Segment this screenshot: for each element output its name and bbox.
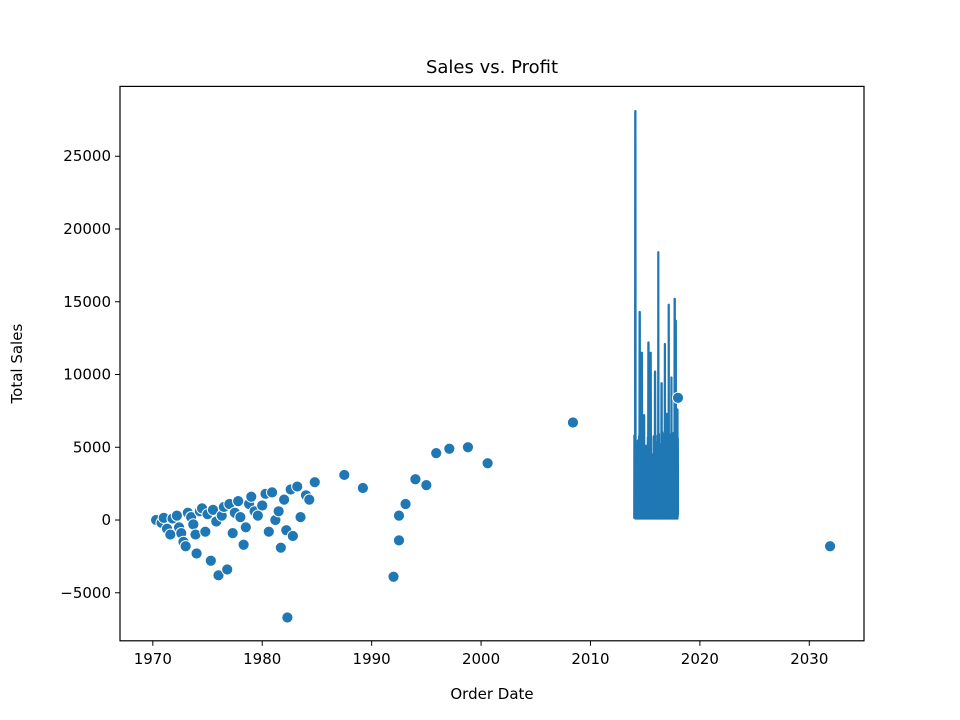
scatter-point <box>237 538 250 551</box>
x-tick-label: 2030 <box>790 650 828 668</box>
scatter-point <box>204 554 217 567</box>
y-tick-label: 25000 <box>63 147 111 165</box>
x-tick-label: 2000 <box>462 650 500 668</box>
scatter-point <box>392 509 406 522</box>
y-tick-label: −5000 <box>60 584 111 602</box>
scatter-point <box>356 481 369 495</box>
scatter-point <box>303 493 316 506</box>
scatter-point <box>245 490 258 503</box>
y-tick-label: 15000 <box>63 293 111 311</box>
chart-title: Sales vs. Profit <box>426 57 558 78</box>
scatter-point <box>461 441 475 454</box>
y-tick-label: 20000 <box>63 220 111 238</box>
scatter-point <box>281 611 294 624</box>
scatter-point <box>823 540 837 553</box>
x-tick-label: 1980 <box>243 650 281 668</box>
scatter-point <box>239 521 252 534</box>
y-tick-label: 5000 <box>73 438 111 456</box>
y-axis-label: Total Sales <box>8 324 26 405</box>
scatter-point <box>294 511 307 524</box>
scatter-point <box>399 497 412 511</box>
x-tick-label: 1990 <box>353 650 391 668</box>
scatter-point <box>278 493 291 506</box>
scatter-point <box>226 527 239 540</box>
scatter-point <box>387 570 400 583</box>
scatter-point <box>234 511 247 524</box>
scatter-point <box>409 473 422 486</box>
scatter-point <box>420 479 433 492</box>
y-tick-label: 0 <box>101 511 111 529</box>
scatter-point <box>262 525 275 538</box>
scatter-point <box>256 499 269 512</box>
x-tick-label: 2020 <box>681 650 719 668</box>
scatter-point <box>232 495 245 508</box>
y-tick-label: 10000 <box>63 366 111 384</box>
x-axis-ticks: 1970 1980 1990 2000 2010 2020 2030 <box>134 640 828 668</box>
scatter-point <box>170 509 183 522</box>
y-axis-ticks: −5000 0 5000 10000 15000 20000 25000 <box>60 147 120 602</box>
scatter-point <box>308 476 321 489</box>
scatter-point <box>566 416 580 429</box>
scatter-point <box>190 547 203 560</box>
scatter-point <box>187 518 200 531</box>
scatter-point <box>291 480 304 493</box>
scatter-point <box>671 391 685 404</box>
scatter-point <box>221 563 234 576</box>
scatter-point <box>274 541 287 554</box>
scatter-point <box>481 457 494 470</box>
sales-line-series <box>633 110 680 520</box>
x-tick-label: 1970 <box>134 650 172 668</box>
scatter-point <box>212 569 225 582</box>
scatter-point <box>272 505 285 518</box>
scatter-point <box>265 486 279 499</box>
x-tick-label: 2010 <box>571 650 609 668</box>
scatter-point <box>286 529 299 543</box>
scatter-point <box>199 525 212 538</box>
scatter-point <box>179 540 192 553</box>
plot-area <box>150 110 837 624</box>
scatter-point <box>392 534 406 547</box>
x-axis-label: Order Date <box>450 685 533 703</box>
plot-frame <box>119 85 865 642</box>
scatter-point <box>443 442 456 455</box>
scatter-point <box>338 468 351 482</box>
scatter-point <box>251 509 264 522</box>
scatter-point <box>430 446 443 460</box>
